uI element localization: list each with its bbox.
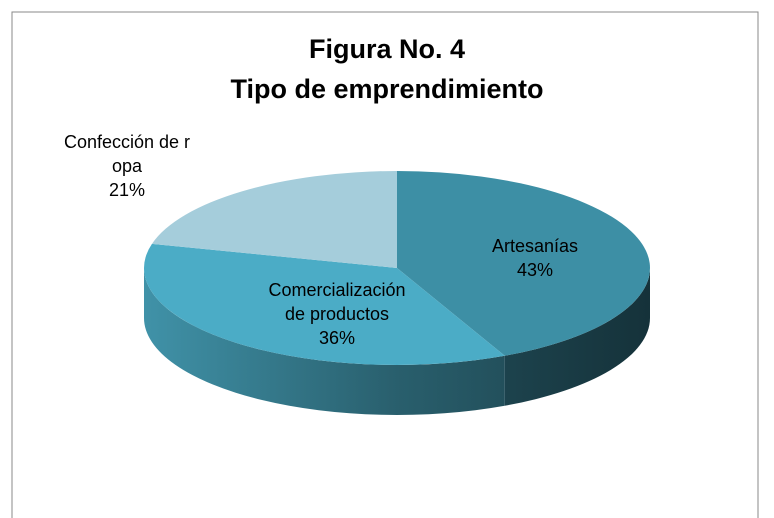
slice-side [144, 268, 505, 415]
chart-title: Figura No. 4 [308, 34, 465, 64]
label-value: 36% [318, 328, 356, 348]
data-label: Comercialización de productos 36% [262, 278, 412, 350]
slice [151, 171, 397, 268]
label-category: Confección de ropa [63, 132, 191, 176]
label-category: Artesanías [491, 236, 579, 256]
label-category: Comercialización de productos [268, 280, 406, 324]
slice [397, 171, 650, 356]
label-value: 43% [516, 260, 554, 280]
data-label: Confección de ropa 21% [62, 130, 192, 202]
label-value: 21% [108, 180, 146, 200]
data-label: Artesanías 43% [470, 234, 600, 282]
slice [144, 243, 505, 365]
chart-subtitle: Tipo de emprendimiento [230, 74, 544, 104]
slice-side [504, 268, 650, 406]
